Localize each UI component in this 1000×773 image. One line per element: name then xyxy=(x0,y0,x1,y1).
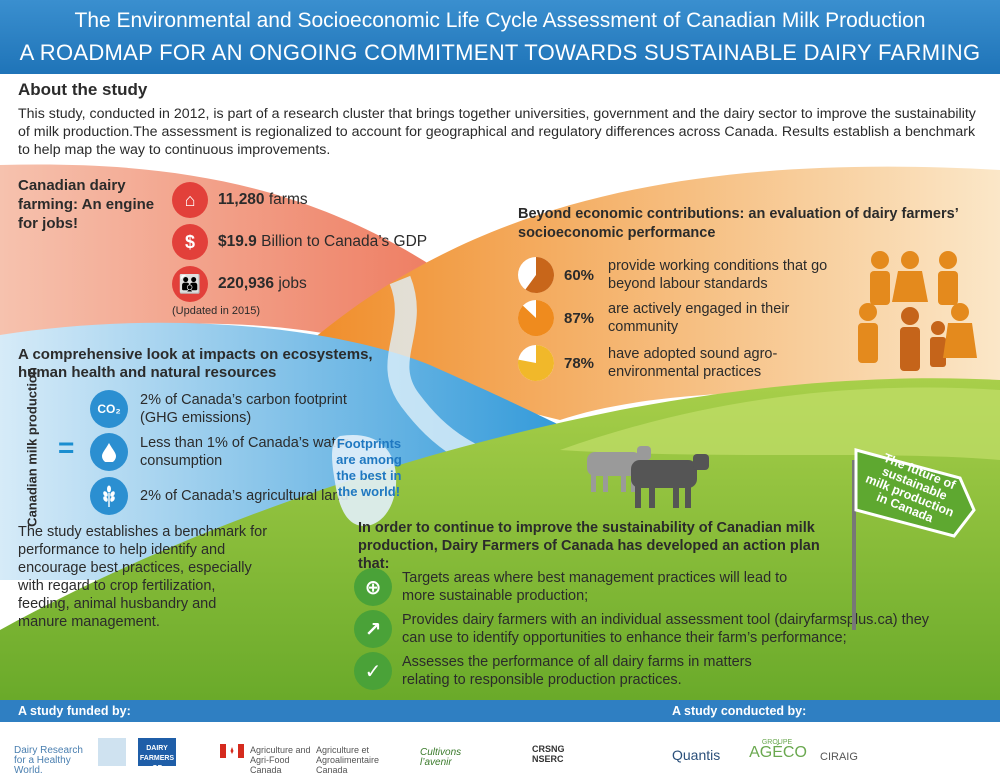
action-plan-title: In order to continue to improve the sust… xyxy=(358,520,820,572)
action-plan-section: In order to continue to improve the sust… xyxy=(358,519,838,573)
socio-item: 60% provide working conditions that go be… xyxy=(516,255,838,295)
logo-placeholder-box xyxy=(98,738,126,766)
impact-desc: Less than 1% of Canada’s water consumpti… xyxy=(140,435,349,469)
chart-icon: ↗ xyxy=(354,610,392,648)
barn-icon: ⌂ xyxy=(172,182,208,218)
about-heading: About the study xyxy=(18,80,148,99)
impact-desc: 2% of Canada’s agricultural land xyxy=(140,488,349,504)
header-banner: The Environmental and Socioeconomic Life… xyxy=(0,0,1000,74)
checkmark-icon: ✓ xyxy=(354,652,392,690)
footprint-icon xyxy=(332,434,397,526)
benchmark-text: The study establishes a benchmark for pe… xyxy=(18,524,268,630)
socio-item: 78% have adopted sound agro-environmental… xyxy=(516,343,838,383)
stat-value: 11,280 xyxy=(218,191,265,208)
footer: A study funded by: A study conducted by:… xyxy=(0,700,1000,773)
dollar-icon: $ xyxy=(172,224,208,260)
people-figures-icon xyxy=(858,251,977,371)
stat-label: Billion to Canada’s GDP xyxy=(256,233,428,250)
logo-aafc-en: Agriculture and Agri-Food Canada xyxy=(250,745,311,773)
page-subtitle: A ROADMAP FOR AN ONGOING COMMITMENT TOWA… xyxy=(19,40,981,65)
cows-icon xyxy=(587,446,709,508)
plan-item-tool: ↗ Provides dairy farmers with an individ… xyxy=(354,610,954,648)
stat-label: jobs xyxy=(274,275,307,292)
pie-icon xyxy=(518,345,554,381)
footprint-badge: Footprints are among the best in the wor… xyxy=(318,430,418,530)
logo-ageco: AGÉCO xyxy=(749,744,807,761)
canada-flag-icon xyxy=(220,744,244,758)
pie-slice xyxy=(525,257,554,293)
stat-gdp: $ $19.9 Billion to Canada’s GDP xyxy=(172,224,427,260)
pie-slice xyxy=(518,345,554,381)
stat-value: $19.9 xyxy=(218,233,257,250)
stat-farms: ⌂ 11,280 farms xyxy=(172,182,308,218)
plan-desc: Assesses the performance of all dairy fa… xyxy=(402,654,752,688)
stat-jobs: 👪 220,936 jobs xyxy=(172,266,307,302)
socio-desc: provide working conditions that go beyon… xyxy=(608,258,828,292)
about-text: This study, conducted in 2012, is part o… xyxy=(18,106,976,158)
logo-dairy-farmers: DAIRY FARMERS OF CANADA xyxy=(138,738,176,772)
socio-item: 87% are actively engaged in their communi… xyxy=(516,298,838,338)
equals-sign: = xyxy=(58,432,75,463)
jobs-title: Canadian dairy farming: An engine for jo… xyxy=(18,177,155,232)
logo-quantis: Quantis xyxy=(672,747,721,763)
vertical-label: Canadian milk production xyxy=(24,367,40,527)
jobs-section: Canadian dairy farming: An engine for jo… xyxy=(18,176,178,233)
socio-desc: have adopted sound agro-environmental pr… xyxy=(608,346,778,380)
logo-crsng: CRSNG NSERC xyxy=(532,744,565,764)
conducted-by-label: A study conducted by: xyxy=(672,704,807,718)
updated-note: (Updated in 2015) xyxy=(172,305,261,317)
impact-desc: 2% of Canada’s carbon footprint (GHG emi… xyxy=(140,392,347,426)
plan-desc: Targets areas where best management prac… xyxy=(402,570,788,604)
about-section: About the study This study, conducted in… xyxy=(18,80,984,159)
socio-pct: 78% xyxy=(564,354,595,372)
water-drop-icon xyxy=(90,433,128,471)
footprint-text: Footprints are among the best in the wor… xyxy=(336,436,402,499)
signpost-icon xyxy=(852,448,976,630)
socio-desc: are actively engaged in their community xyxy=(608,301,790,335)
logo-dairy-research: Dairy Research for a Healthy World. xyxy=(14,745,83,773)
logo-cultivons: Cultivons l’avenir xyxy=(420,747,462,768)
footer-bar: A study funded by: A study conducted by: xyxy=(0,700,1000,722)
plan-item-targets: ⊕ Targets areas where best management pr… xyxy=(354,568,794,606)
socio-pct: 60% xyxy=(564,266,595,284)
pie-icon xyxy=(518,257,554,293)
logo-ageco-top: GROUPE xyxy=(761,739,793,746)
stat-value: 220,936 xyxy=(218,275,275,292)
pie-icon xyxy=(518,300,554,336)
pie-slice xyxy=(518,300,554,336)
socio-section: Beyond economic contributions: an evalua… xyxy=(518,205,978,243)
impact-item-carbon: CO₂ 2% of Canada’s carbon footprint (GHG… xyxy=(90,390,350,428)
co2-icon: CO₂ xyxy=(90,390,128,428)
logo-ciraig: CIRAIG xyxy=(820,751,858,763)
socio-title: Beyond economic contributions: an evalua… xyxy=(518,206,958,241)
socio-pct: 87% xyxy=(564,309,595,327)
background-landscape xyxy=(0,164,1000,700)
plan-item-assess: ✓ Assesses the performance of all dairy … xyxy=(354,652,794,690)
page-title: The Environmental and Socioeconomic Life… xyxy=(74,9,926,32)
stat-label: farms xyxy=(264,191,308,208)
logo-aafc-fr: Agriculture et Agroalimentaire Canada xyxy=(316,745,380,773)
funded-by-label: A study funded by: xyxy=(18,704,131,718)
wheat-icon xyxy=(90,477,128,515)
impact-item-water: Less than 1% of Canada’s water consumpti… xyxy=(90,433,350,471)
impact-item-land: 2% of Canada’s agricultural land xyxy=(90,477,350,515)
future-sign: The future of sustainable milk productio… xyxy=(848,440,978,630)
impacts-section: A comprehensive look at impacts on ecosy… xyxy=(18,346,418,382)
magnifier-plus-icon: ⊕ xyxy=(354,568,392,606)
impacts-title: A comprehensive look at impacts on ecosy… xyxy=(18,346,373,381)
people-icon: 👪 xyxy=(172,266,208,302)
plan-desc: Provides dairy farmers with an individua… xyxy=(402,612,930,646)
